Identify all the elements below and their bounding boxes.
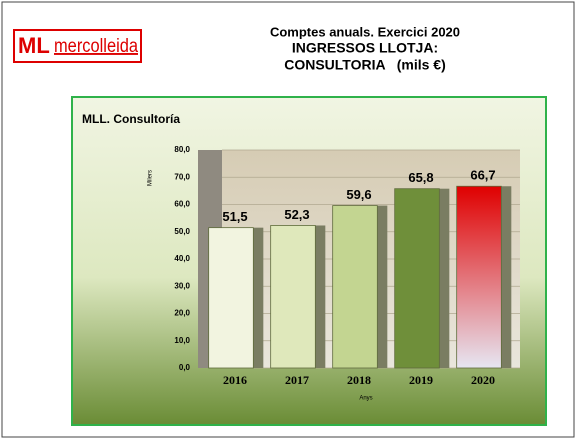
bar [208,227,254,369]
logo-mark: ML [18,33,50,58]
y-tick-label: 30,0 [174,281,190,290]
y-tick-label: 80,0 [174,145,190,154]
value-label: 52,3 [284,207,309,222]
value-label: 66,7 [470,168,495,183]
bar [456,185,502,369]
y-tick-label: 0,0 [179,363,191,372]
bar-side [439,188,450,368]
y-tick-label: 20,0 [174,309,190,318]
header-line: INGRESSOS LLOTJA: [292,40,438,56]
y-tick-label: 70,0 [174,172,190,181]
value-label: 59,6 [346,187,371,202]
value-label: 51,5 [222,209,247,224]
header-line: CONSULTORIA (mils €) [284,57,446,73]
x-tick-label: 2020 [471,373,495,387]
value-label: 65,8 [408,170,433,185]
y-tick-label: 40,0 [174,254,190,263]
x-tick-label: 2017 [285,373,309,387]
logo-frame [13,29,142,63]
x-tick-label: 2019 [409,373,433,387]
y-axis-label: Milers [148,170,154,186]
y-tick-label: 60,0 [174,200,190,209]
bar [394,188,440,369]
bar [332,205,378,369]
x-axis-label: Anys [359,396,372,402]
logo-text: mercolleida [54,36,138,57]
bar-side [253,227,264,368]
y-tick-label: 50,0 [174,227,190,236]
bar-side [315,225,326,368]
chart-title: MLL. Consultoría [82,112,180,126]
bar-side [377,205,388,368]
bar [270,225,316,369]
x-tick-label: 2018 [347,373,371,387]
header-line: Comptes anuals. Exercici 2020 [270,24,460,39]
y-tick-label: 10,0 [174,336,190,345]
bar-side [501,186,512,368]
x-tick-label: 2016 [223,373,247,387]
